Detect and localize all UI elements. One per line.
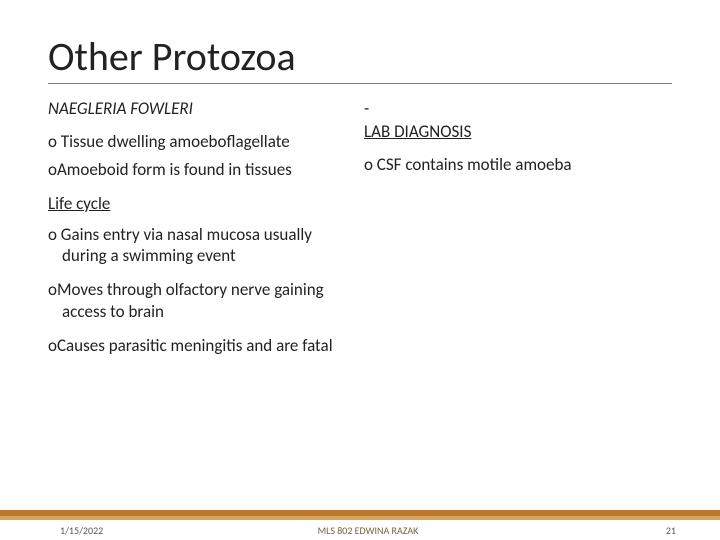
- dash: -: [364, 98, 672, 119]
- slide-title: Other Protozoa: [48, 32, 672, 84]
- right-column: - LAB DIAGNOSIS o CSF contains motile am…: [364, 98, 672, 368]
- right-heading: LAB DIAGNOSIS: [364, 121, 471, 142]
- footer-page: 21: [576, 524, 676, 537]
- cycle-bullet: o Gains entry via nasal mucosa usually d…: [48, 224, 348, 268]
- left-bullet: oAmoeboid form is found in tissues: [48, 159, 348, 181]
- life-cycle-heading: Life cycle: [48, 193, 348, 214]
- left-column: NAEGLERIA FOWLERI o Tissue dwelling amoe…: [48, 98, 348, 368]
- cycle-bullet: oCauses parasitic meningitis and are fat…: [48, 335, 348, 357]
- content-columns: NAEGLERIA FOWLERI o Tissue dwelling amoe…: [48, 98, 672, 368]
- footer-date: 1/15/2022: [60, 524, 160, 537]
- left-heading: NAEGLERIA FOWLERI: [48, 98, 348, 119]
- footer: 1/15/2022 MLS 802 EDWINA RAZAK 21: [0, 508, 720, 540]
- slide: Other Protozoa NAEGLERIA FOWLERI o Tissu…: [0, 0, 720, 540]
- footer-center: MLS 802 EDWINA RAZAK: [318, 524, 419, 537]
- right-bullet: o CSF contains motile amoeba: [364, 154, 672, 176]
- left-bullet: o Tissue dwelling amoeboflagellate: [48, 131, 348, 153]
- cycle-bullet: oMoves through olfactory nerve gaining a…: [48, 279, 348, 323]
- footer-row: 1/15/2022 MLS 802 EDWINA RAZAK 21: [0, 520, 720, 540]
